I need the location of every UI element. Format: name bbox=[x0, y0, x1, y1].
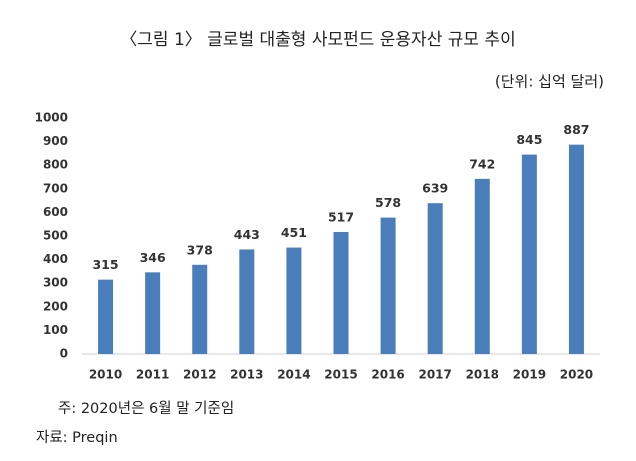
y-tick-label: 200 bbox=[43, 299, 68, 313]
chart-subtitle: (단위: 십억 달러) bbox=[495, 73, 604, 91]
value-label: 517 bbox=[328, 209, 354, 224]
y-tick-label: 1000 bbox=[35, 111, 68, 125]
bar bbox=[474, 178, 490, 354]
y-tick-label: 100 bbox=[43, 323, 68, 337]
x-tick-label: 2010 bbox=[89, 368, 122, 382]
value-label: 346 bbox=[140, 250, 166, 265]
y-tick-label: 400 bbox=[43, 252, 68, 266]
bar bbox=[568, 144, 584, 354]
source: 자료: Preqin bbox=[36, 429, 118, 446]
x-tick-label: 2018 bbox=[466, 368, 499, 382]
value-label: 378 bbox=[187, 242, 213, 257]
y-tick-label: 800 bbox=[43, 158, 68, 172]
x-tick-label: 2016 bbox=[371, 368, 404, 382]
y-tick-label: 700 bbox=[43, 181, 68, 195]
value-label: 742 bbox=[469, 156, 495, 171]
value-label: 451 bbox=[281, 225, 307, 240]
x-tick-label: 2014 bbox=[277, 368, 310, 382]
y-tick-label: 900 bbox=[43, 134, 68, 148]
bar bbox=[192, 264, 208, 354]
bar bbox=[427, 203, 443, 354]
bar bbox=[333, 231, 349, 354]
value-label: 887 bbox=[563, 122, 589, 137]
bar bbox=[380, 217, 396, 354]
note: 주: 2020년은 6월 말 기준임 bbox=[58, 400, 234, 417]
value-label: 443 bbox=[234, 227, 260, 242]
chart-title: 〈그림 1〉 글로벌 대출형 사모펀드 운용자산 규모 추이 bbox=[120, 30, 515, 50]
y-tick-label: 300 bbox=[43, 276, 68, 290]
bar bbox=[521, 154, 537, 354]
x-tick-label: 2017 bbox=[418, 368, 451, 382]
bar bbox=[145, 272, 161, 354]
y-tick-label: 600 bbox=[43, 205, 68, 219]
x-tick-label: 2013 bbox=[230, 368, 263, 382]
bar bbox=[286, 247, 302, 354]
value-label: 639 bbox=[422, 181, 448, 196]
value-label: 315 bbox=[92, 257, 118, 272]
value-label: 845 bbox=[516, 132, 542, 147]
bar bbox=[239, 249, 255, 354]
x-tick-label: 2011 bbox=[136, 368, 169, 382]
x-tick-label: 2015 bbox=[324, 368, 357, 382]
bar bbox=[98, 279, 114, 354]
x-tick-label: 2019 bbox=[513, 368, 546, 382]
y-tick-label: 500 bbox=[43, 229, 68, 243]
x-tick-label: 2012 bbox=[183, 368, 216, 382]
value-label: 578 bbox=[375, 195, 401, 210]
y-tick-label: 0 bbox=[60, 347, 68, 361]
x-tick-label: 2020 bbox=[560, 368, 593, 382]
